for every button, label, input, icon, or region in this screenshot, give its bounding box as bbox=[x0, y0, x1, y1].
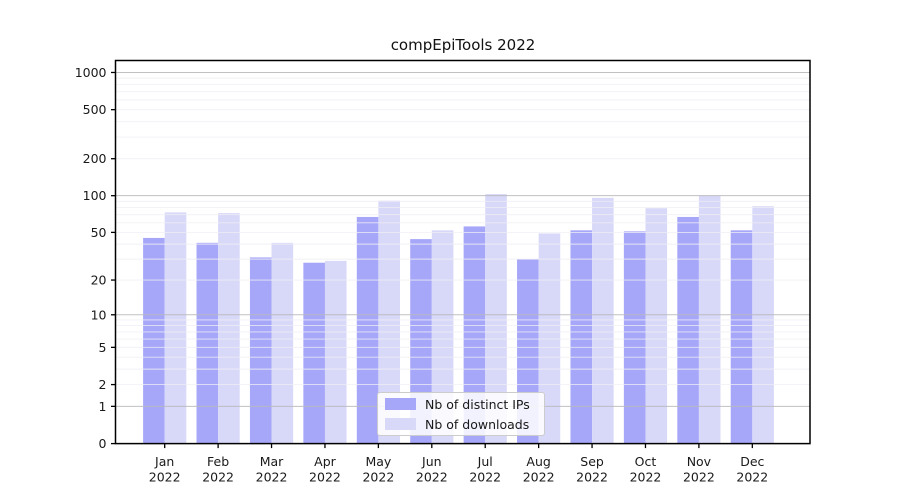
x-tick-label: Oct 2022 bbox=[630, 454, 662, 485]
y-tick-label: 0 bbox=[99, 436, 107, 451]
bar-downloads-may bbox=[378, 200, 400, 444]
legend-swatch-downloads bbox=[385, 418, 416, 430]
plot-frame bbox=[114, 59, 811, 445]
bar-distinct-ips-may bbox=[356, 216, 379, 444]
bar-distinct-ips-jul bbox=[463, 226, 486, 444]
y-tick-label: 200 bbox=[83, 151, 107, 166]
bar-downloads-apr bbox=[324, 260, 347, 444]
x-tick-label: Dec 2022 bbox=[736, 454, 768, 485]
bar-downloads-feb bbox=[218, 213, 240, 444]
legend: Nb of distinct IPs Nb of downloads bbox=[377, 392, 545, 436]
x-tick-label: Sep 2022 bbox=[576, 454, 608, 485]
x-tick-label: Apr 2022 bbox=[309, 454, 341, 485]
y-tick-label: 20 bbox=[91, 273, 107, 288]
bar-distinct-ips-sep bbox=[570, 230, 593, 444]
x-tick-label: Jan 2022 bbox=[149, 454, 181, 485]
y-tick-label: 1 bbox=[99, 399, 107, 414]
bar-downloads-dec bbox=[752, 206, 774, 444]
bar-distinct-ips-dec bbox=[730, 230, 753, 444]
bar-downloads-jun bbox=[431, 230, 454, 444]
x-tick-label: Jul 2022 bbox=[469, 454, 501, 485]
y-tick-label: 2 bbox=[99, 377, 107, 392]
legend-label-distinct-ips: Nb of distinct IPs bbox=[425, 396, 530, 412]
x-tick-label: Mar 2022 bbox=[256, 454, 288, 485]
y-tick-label: 1000 bbox=[75, 65, 107, 80]
bar-downloads-jan bbox=[164, 212, 187, 444]
bar-distinct-ips-apr bbox=[303, 262, 325, 444]
x-tick-label: Feb 2022 bbox=[202, 454, 234, 485]
x-tick-label: Nov 2022 bbox=[683, 454, 715, 485]
x-tick-label: Jun 2022 bbox=[416, 454, 448, 485]
y-tick-label: 10 bbox=[91, 307, 107, 322]
y-tick-label: 100 bbox=[83, 188, 107, 203]
bar-distinct-ips-mar bbox=[249, 257, 272, 444]
bar-distinct-ips-nov bbox=[677, 216, 699, 444]
legend-item-distinct-ips: Nb of distinct IPs bbox=[385, 395, 544, 413]
chart-title: compEpiTools 2022 bbox=[390, 36, 536, 54]
y-tick-label: 5 bbox=[99, 340, 107, 355]
x-tick-label: Aug 2022 bbox=[523, 454, 555, 485]
y-tick-label: 50 bbox=[91, 225, 107, 240]
legend-label-downloads: Nb of downloads bbox=[425, 416, 530, 432]
bar-downloads-jul bbox=[485, 194, 507, 444]
legend-swatch-distinct-ips bbox=[385, 398, 416, 410]
bar-distinct-ips-feb bbox=[196, 242, 219, 444]
bar-downloads-mar bbox=[271, 242, 294, 444]
bar-distinct-ips-oct bbox=[623, 231, 646, 444]
legend-item-downloads: Nb of downloads bbox=[385, 415, 544, 433]
x-tick-label: May 2022 bbox=[362, 454, 394, 485]
y-tick-label: 500 bbox=[83, 102, 107, 117]
bar-distinct-ips-jan bbox=[143, 237, 165, 444]
bar-downloads-aug bbox=[538, 233, 561, 444]
